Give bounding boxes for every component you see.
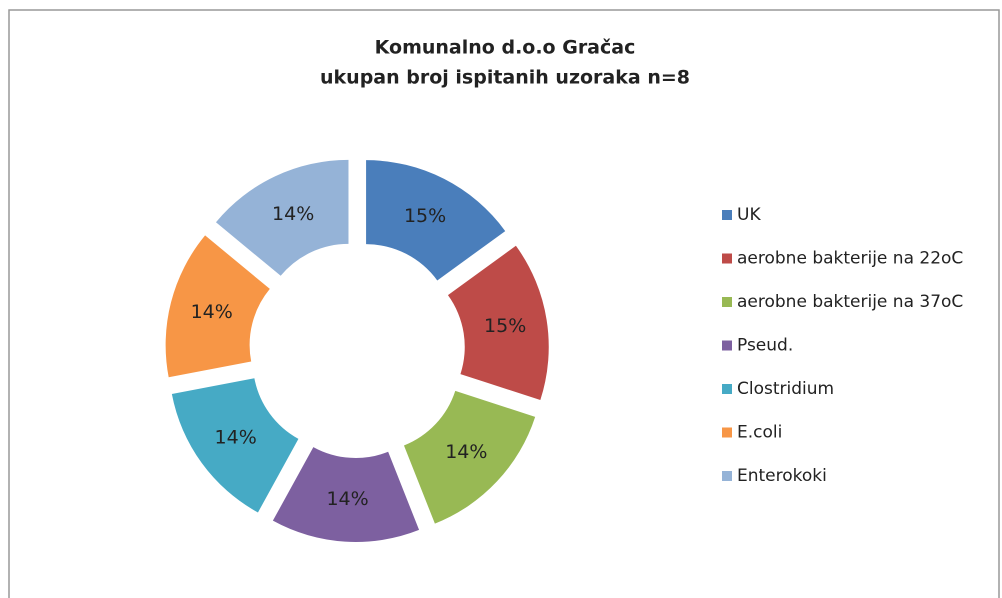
legend-label: Enterokoki [737, 466, 827, 486]
legend-swatch [722, 297, 732, 307]
legend-label: E.coli [737, 423, 782, 443]
legend-label: aerobne bakterije na 37oC [737, 292, 963, 312]
donut-segment [215, 159, 349, 276]
data-label: 14% [445, 441, 487, 463]
donut-segment [366, 160, 506, 281]
donut-segment [447, 245, 549, 401]
chart-title: Komunalno d.o.o Gračac [375, 37, 636, 59]
legend-swatch [722, 253, 732, 264]
legend-label: Pseud. [737, 336, 793, 356]
legend-label: Clostridium [737, 379, 834, 399]
data-label: 15% [484, 315, 526, 337]
data-label: 14% [191, 301, 233, 323]
donut-segment [272, 447, 420, 542]
data-label: 14% [215, 427, 257, 449]
data-label: 14% [326, 488, 368, 510]
data-label: 15% [404, 205, 446, 227]
legend-swatch [722, 340, 732, 351]
chart-subtitle: ukupan broj ispitanih uzoraka n=8 [320, 67, 690, 89]
legend-swatch [722, 384, 732, 394]
donut-segment [171, 378, 299, 513]
legend-label: aerobne bakterije na 22oC [737, 249, 963, 269]
data-label: 14% [272, 203, 314, 225]
donut-segment [165, 235, 270, 378]
donut-segment [403, 390, 536, 524]
legend-swatch [722, 471, 732, 481]
legend-swatch [722, 427, 732, 438]
legend-swatch [722, 210, 732, 220]
legend-label: UK [737, 205, 761, 225]
